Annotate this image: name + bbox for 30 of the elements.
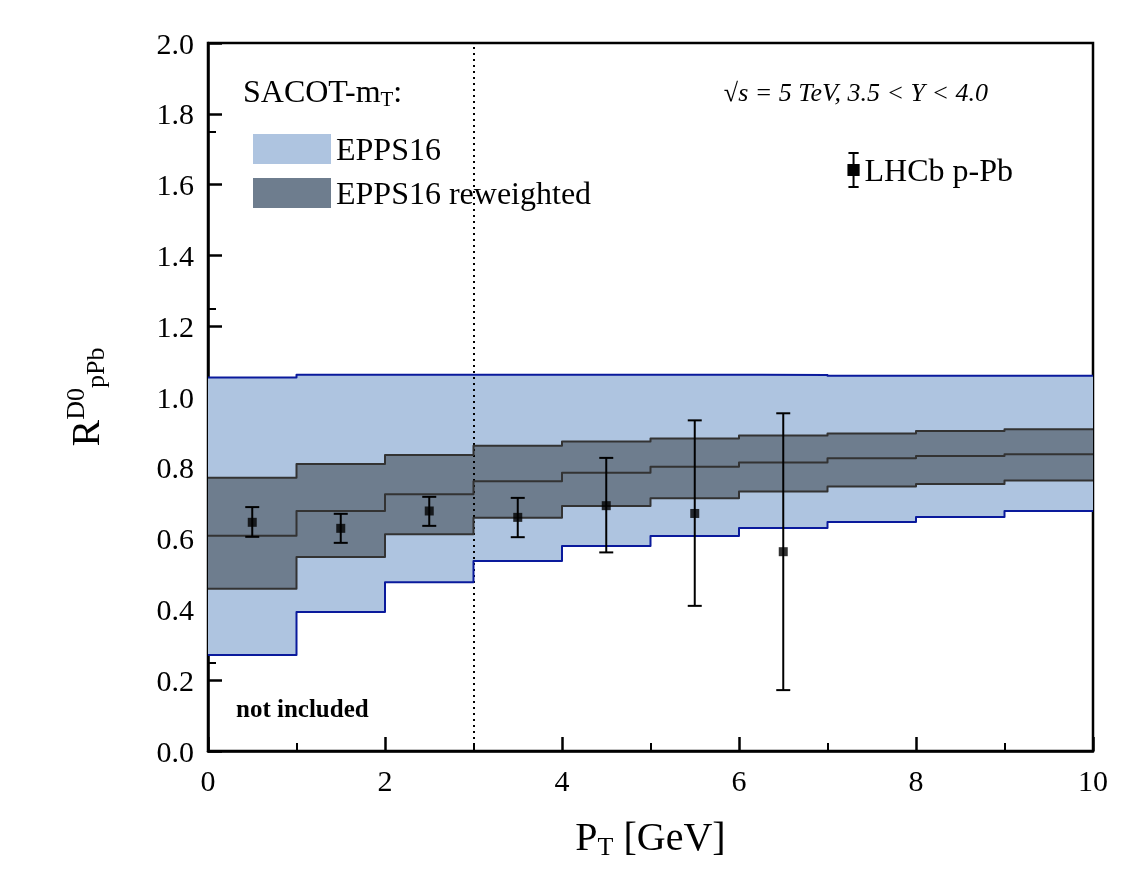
y-tick-label: 0.8 xyxy=(156,451,194,485)
point xyxy=(513,512,523,522)
annotation: not included xyxy=(236,695,369,722)
legend-label: EPPS16 reweighted xyxy=(336,175,592,211)
y-tick-label: 1.4 xyxy=(156,238,194,272)
legend-label: EPPS16 xyxy=(336,131,441,167)
y-tick-label: 1.2 xyxy=(156,309,194,343)
x-tick-label: 6 xyxy=(731,763,747,797)
y-tick-label: 0.6 xyxy=(156,522,194,556)
y-axis-title: RD0pPb xyxy=(60,347,110,447)
point xyxy=(690,508,700,518)
text: √s = 5 TeV, 3.5 < Y < 4.0 xyxy=(723,77,989,107)
x-tick-label: 0 xyxy=(200,763,216,797)
y-tick-label: 0.4 xyxy=(156,592,194,626)
y-tick-label: 0.0 xyxy=(156,734,194,768)
legend-label: LHCb p-Pb xyxy=(864,152,1013,188)
y-tick-label: 1.0 xyxy=(156,380,194,414)
y-tick-label: 0.2 xyxy=(156,663,194,697)
y-tick-label: 2.0 xyxy=(156,26,194,60)
x-tick-label: 10 xyxy=(1078,763,1108,797)
x-tick-label: 4 xyxy=(554,763,570,797)
point xyxy=(247,517,257,527)
x-tick-label: 8 xyxy=(908,763,924,797)
point xyxy=(601,501,611,511)
y-tick-label: 1.6 xyxy=(156,168,194,202)
point xyxy=(424,506,434,516)
x-tick-label: 2 xyxy=(377,763,393,797)
y-tick-label: 1.8 xyxy=(156,97,194,131)
point xyxy=(336,523,346,533)
point xyxy=(778,547,788,557)
